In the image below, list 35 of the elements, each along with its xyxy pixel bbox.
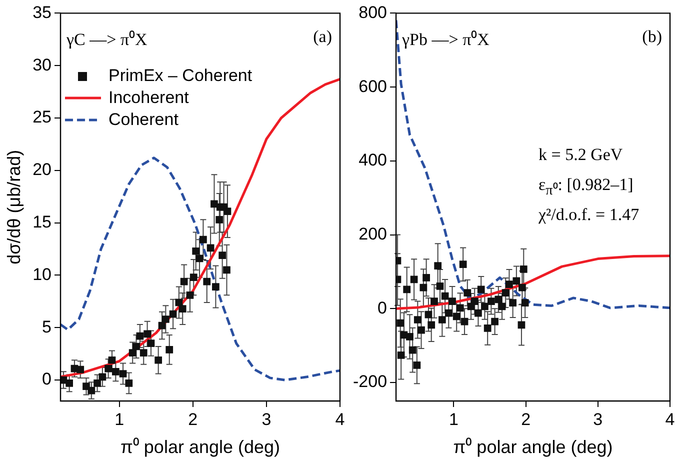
x-tick-label: 3: [262, 410, 272, 429]
annotation: (b): [642, 27, 662, 48]
y-axis-title: dσ/dθ (μb/rad): [4, 150, 24, 264]
annotation: χ²/d.o.f. = 1.47: [538, 205, 640, 226]
y-tick-label: 0: [378, 298, 388, 318]
x-tick-label: 2: [521, 410, 531, 429]
annotation: ε$_{π⁰}$: [0.982–1]: [538, 175, 634, 200]
x-tick-label: 4: [335, 410, 345, 429]
legend-label: Incoherent: [108, 87, 189, 110]
y-tick-label: 10: [32, 264, 52, 284]
annotation: k = 5.2 GeV: [538, 145, 623, 166]
x-tick-label: 4: [665, 410, 675, 429]
legend-label: PrimEx – Coherent: [108, 65, 252, 88]
y-tick-label: 30: [32, 55, 52, 74]
annotation: (a): [313, 27, 332, 48]
x-tick-label: 3: [593, 410, 603, 429]
y-tick-label: 0: [42, 370, 52, 389]
x-tick-label: 1: [114, 410, 124, 429]
y-tick-label: 25: [32, 108, 52, 127]
y-tick-label: 400: [358, 150, 388, 170]
y-tick-label: 200: [358, 224, 388, 244]
y-tick-label: -200: [352, 372, 388, 392]
annotation: γC —> π⁰X: [66, 29, 148, 50]
y-tick-label: 35: [32, 2, 52, 22]
y-tick-label: 800: [358, 2, 388, 22]
y-tick-label: 15: [32, 212, 52, 232]
legend-label: Coherent: [108, 109, 178, 132]
annotation: γPb —> π⁰X: [402, 29, 490, 50]
x-tick-label: 2: [188, 410, 198, 429]
y-tick-label: 600: [358, 76, 388, 96]
x-axis-title: π⁰ polar angle (deg): [120, 437, 280, 458]
x-tick-label: 1: [448, 410, 458, 429]
y-tick-label: 5: [42, 317, 52, 336]
x-axis-title: π⁰ polar angle (deg): [453, 437, 613, 458]
y-tick-label: 20: [32, 160, 52, 180]
